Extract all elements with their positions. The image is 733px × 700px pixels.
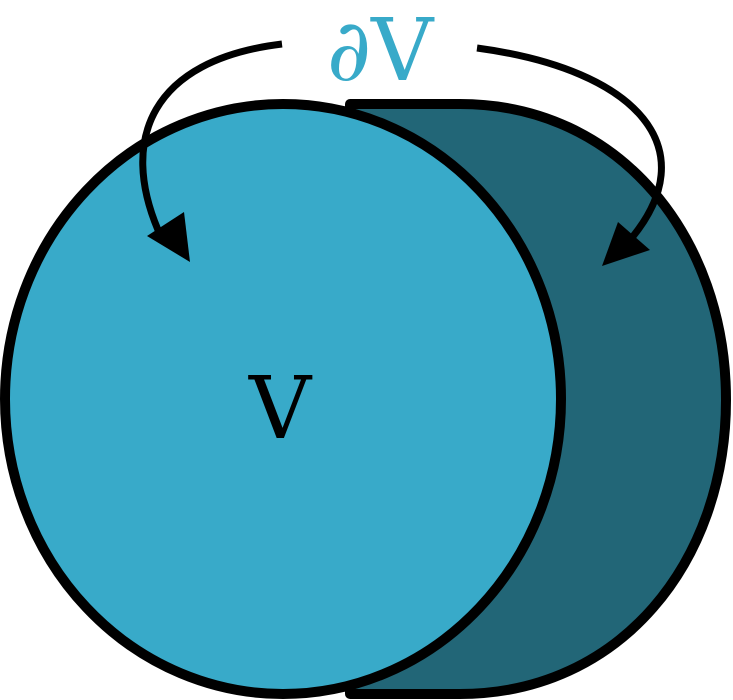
boundary-label: ∂V [327,1,435,101]
volume-label: V [248,359,313,459]
volume-front-face [0,99,566,699]
curved-arrow-icon [139,40,283,262]
curved-arrow-icon [476,44,665,266]
